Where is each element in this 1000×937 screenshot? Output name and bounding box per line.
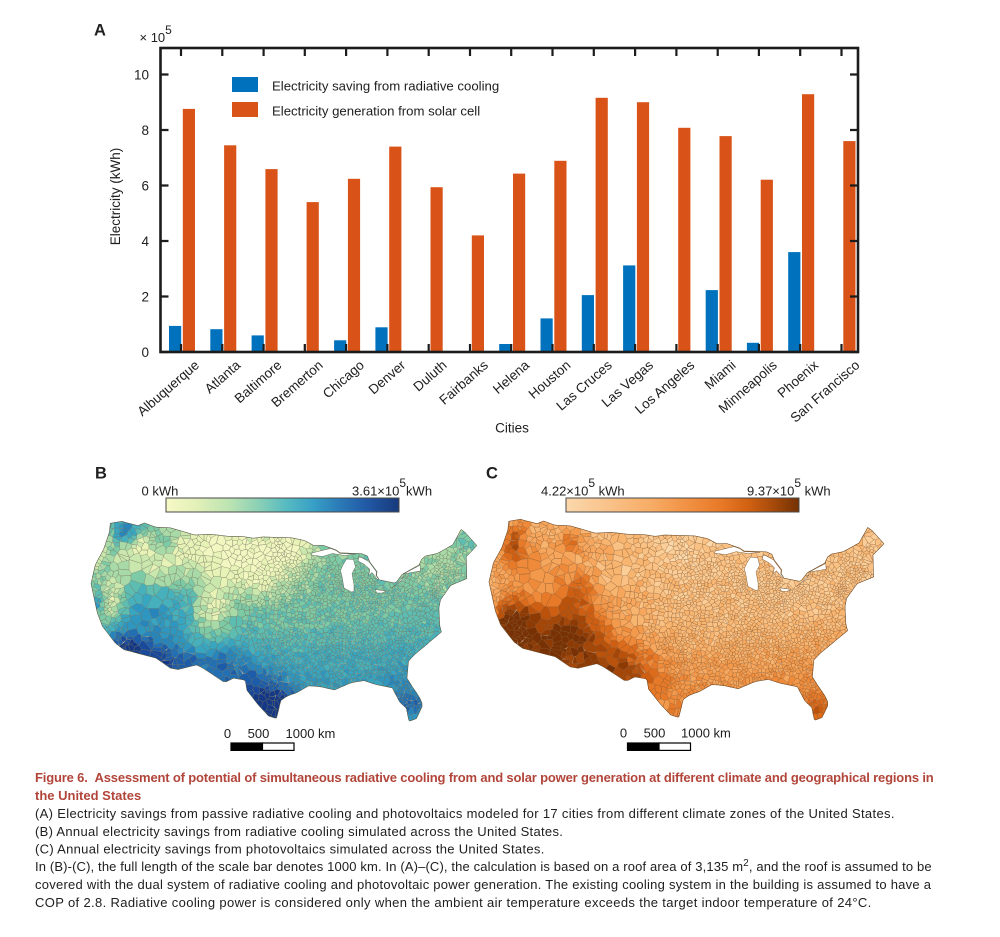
svg-text:(C) Annual electricity savings: (C) Annual electricity savings from phot…	[35, 842, 545, 857]
svg-text:3.61×105kWh: 3.61×105kWh	[352, 476, 432, 499]
svg-text:4.22×105 kWh: 4.22×105 kWh	[541, 476, 625, 499]
svg-text:Figure 6. Assessment of poten: Figure 6. Assessment of potential of sim…	[35, 770, 934, 785]
svg-text:Denver: Denver	[366, 357, 409, 397]
svg-text:(B) Annual electricity savings: (B) Annual electricity savings from radi…	[35, 824, 563, 839]
svg-text:Chicago: Chicago	[320, 357, 367, 401]
svg-text:(A) Electricity savings from p: (A) Electricity savings from passive rad…	[35, 806, 895, 821]
svg-text:C: C	[486, 465, 498, 483]
svg-text:9.37×105 kWh: 9.37×105 kWh	[747, 476, 831, 499]
svg-text:10: 10	[134, 67, 149, 82]
svg-text:× 105: × 105	[140, 23, 173, 45]
svg-text:500: 500	[644, 726, 666, 741]
svg-text:2: 2	[141, 289, 149, 304]
svg-text:0: 0	[224, 726, 231, 741]
svg-text:8: 8	[141, 123, 149, 138]
svg-text:500: 500	[248, 726, 270, 741]
svg-text:COP of 2.8. Radiative cooling: COP of 2.8. Radiative cooling power is c…	[35, 895, 872, 910]
svg-text:Electricity saving from radiat: Electricity saving from radiative coolin…	[272, 79, 499, 94]
svg-text:Miami: Miami	[702, 357, 739, 392]
svg-text:In (B)-(C), the full length of: In (B)-(C), the full length of the scale…	[35, 858, 932, 874]
svg-text:Cities: Cities	[495, 421, 529, 436]
svg-text:4: 4	[141, 234, 149, 249]
svg-text:1000 km: 1000 km	[286, 726, 336, 741]
svg-text:Albuquerque: Albuquerque	[134, 357, 202, 419]
svg-text:Electricity (kWh): Electricity (kWh)	[108, 148, 123, 246]
svg-text:A: A	[94, 22, 106, 40]
svg-text:Electricity generation from so: Electricity generation from solar cell	[272, 104, 480, 119]
svg-text:6: 6	[141, 178, 149, 193]
svg-text:0: 0	[141, 345, 149, 360]
svg-text:the United States: the United States	[35, 788, 141, 803]
svg-text:0: 0	[620, 726, 627, 741]
svg-text:covered with the dual system o: covered with the dual system of radiativ…	[35, 877, 932, 892]
svg-text:1000 km: 1000 km	[681, 726, 731, 741]
svg-text:B: B	[95, 465, 107, 483]
svg-text:0 kWh: 0 kWh	[142, 484, 179, 499]
